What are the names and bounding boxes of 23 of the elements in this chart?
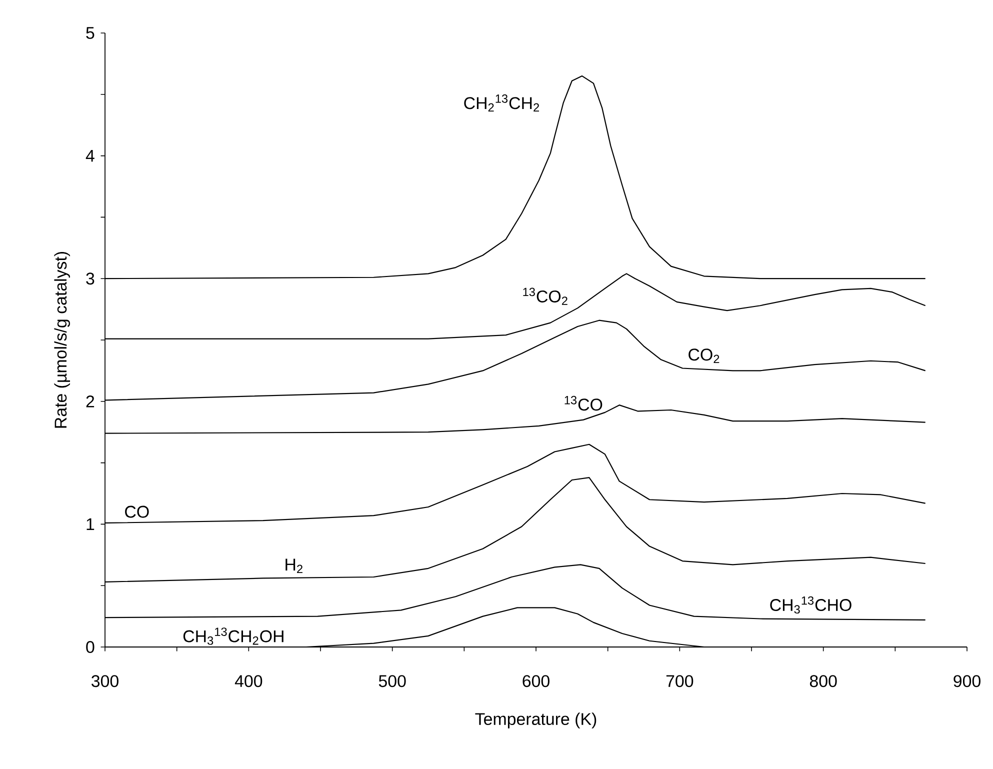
x-tick-label: 900 bbox=[954, 675, 980, 688]
y-tick-label: 1 bbox=[86, 518, 94, 530]
series-label: CH$_{3}$$^{13}$CHO bbox=[770, 596, 852, 614]
x-tick-label: 600 bbox=[522, 675, 550, 688]
x-axis-title: Temperature (K) bbox=[475, 712, 596, 728]
y-tick-label: 0 bbox=[86, 641, 94, 653]
series-label: $^{13}$CO$_{2}$ bbox=[523, 288, 568, 305]
y-tick-label: 4 bbox=[86, 150, 94, 162]
y-tick-label: 3 bbox=[86, 272, 94, 285]
x-tick-label: 500 bbox=[378, 675, 406, 688]
y-tick-label: 2 bbox=[86, 395, 94, 408]
series-label: CH$_{3}$$^{13}$CH$_{2}$OH bbox=[183, 628, 284, 645]
x-tick-label: 700 bbox=[666, 675, 694, 688]
x-tick-label: 300 bbox=[92, 675, 118, 688]
series-label: H$_{2}$ bbox=[286, 558, 302, 574]
series-label: CH$_{2}$$^{13}$CH$_{2}$ bbox=[464, 94, 540, 112]
x-tick-label: 800 bbox=[810, 675, 837, 688]
y-axis-title: Rate (µmol/s/g catalyst) bbox=[54, 252, 70, 428]
series-label: $^{13}$CO bbox=[564, 396, 602, 411]
series-label: CO$_{2}$ bbox=[688, 348, 720, 364]
x-tick-label: 400 bbox=[234, 675, 262, 688]
y-tick-label: 5 bbox=[86, 27, 94, 39]
series-label: CO bbox=[125, 506, 149, 518]
